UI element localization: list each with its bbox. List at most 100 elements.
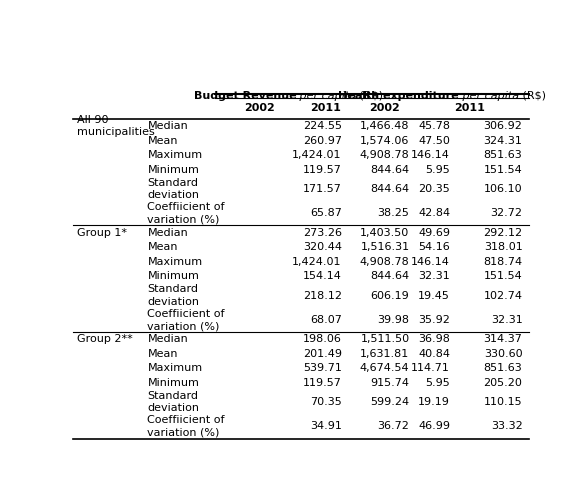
- Text: 171.57: 171.57: [303, 184, 342, 194]
- Text: 915.74: 915.74: [370, 378, 409, 388]
- Text: 46.99: 46.99: [418, 421, 450, 431]
- Text: 114.71: 114.71: [411, 363, 450, 373]
- Text: 102.74: 102.74: [483, 291, 522, 301]
- Text: Minimum: Minimum: [147, 271, 199, 281]
- Text: 273.26: 273.26: [303, 228, 342, 238]
- Text: 4,674.54: 4,674.54: [360, 363, 409, 373]
- Text: per capita: per capita: [459, 91, 519, 101]
- Text: 1,511.50: 1,511.50: [360, 334, 409, 344]
- Text: 36.98: 36.98: [418, 334, 450, 344]
- Text: 1,424.01: 1,424.01: [292, 150, 342, 160]
- Text: 818.74: 818.74: [483, 257, 522, 267]
- Text: 49.69: 49.69: [418, 228, 450, 238]
- Text: 1,466.48: 1,466.48: [360, 121, 409, 131]
- Text: 2011: 2011: [311, 103, 341, 113]
- Text: 32.31: 32.31: [491, 315, 522, 325]
- Text: 844.64: 844.64: [370, 271, 409, 281]
- Text: Median: Median: [147, 121, 188, 131]
- Text: 218.12: 218.12: [303, 291, 342, 301]
- Text: 205.20: 205.20: [483, 378, 522, 388]
- Text: Mean: Mean: [147, 136, 178, 146]
- Text: Coeffiicient of
variation (%): Coeffiicient of variation (%): [147, 415, 225, 437]
- Text: 292.12: 292.12: [483, 228, 522, 238]
- Text: Median: Median: [147, 334, 188, 344]
- Text: 844.64: 844.64: [370, 165, 409, 175]
- Text: 320.44: 320.44: [303, 242, 342, 252]
- Text: 318.01: 318.01: [484, 242, 522, 252]
- Text: 2002: 2002: [244, 103, 275, 113]
- Text: (R$): (R$): [519, 91, 546, 101]
- Text: Coeffiicient of
variation (%): Coeffiicient of variation (%): [147, 309, 225, 331]
- Text: 599.24: 599.24: [370, 397, 409, 407]
- Text: 851.63: 851.63: [484, 150, 522, 160]
- Text: 5.95: 5.95: [426, 378, 450, 388]
- Text: Maximum: Maximum: [147, 150, 202, 160]
- Text: 324.31: 324.31: [483, 136, 522, 146]
- Text: 851.63: 851.63: [484, 363, 522, 373]
- Text: 47.50: 47.50: [418, 136, 450, 146]
- Text: 201.49: 201.49: [303, 349, 342, 359]
- Text: 2002: 2002: [369, 103, 400, 113]
- Text: 65.87: 65.87: [310, 208, 342, 218]
- Text: 1,403.50: 1,403.50: [360, 228, 409, 238]
- Text: 70.35: 70.35: [310, 397, 342, 407]
- Text: 32.72: 32.72: [490, 208, 522, 218]
- Text: Median: Median: [147, 228, 188, 238]
- Text: 42.84: 42.84: [418, 208, 450, 218]
- Text: 45.78: 45.78: [418, 121, 450, 131]
- Text: Minimum: Minimum: [147, 165, 199, 175]
- Text: 198.06: 198.06: [303, 334, 342, 344]
- Text: 19.45: 19.45: [418, 291, 450, 301]
- Text: 34.91: 34.91: [310, 421, 342, 431]
- Text: 68.07: 68.07: [310, 315, 342, 325]
- Text: Standard
deviation: Standard deviation: [147, 178, 199, 200]
- Text: Maximum: Maximum: [147, 257, 202, 267]
- Text: 844.64: 844.64: [370, 184, 409, 194]
- Text: Group 1*: Group 1*: [78, 228, 128, 238]
- Text: 306.92: 306.92: [483, 121, 522, 131]
- Text: 260.97: 260.97: [303, 136, 342, 146]
- Text: 1,631.81: 1,631.81: [360, 349, 409, 359]
- Text: 38.25: 38.25: [378, 208, 409, 218]
- Text: Standard
deviation: Standard deviation: [147, 391, 199, 414]
- Text: 606.19: 606.19: [371, 291, 409, 301]
- Text: per capita: per capita: [296, 91, 356, 101]
- Text: Budget Revenue: Budget Revenue: [194, 91, 296, 101]
- Text: Coeffiicient of
variation (%): Coeffiicient of variation (%): [147, 202, 225, 225]
- Text: Health expenditure: Health expenditure: [338, 91, 459, 101]
- Text: 35.92: 35.92: [418, 315, 450, 325]
- Text: Maximum: Maximum: [147, 363, 202, 373]
- Text: 4,908.78: 4,908.78: [360, 150, 409, 160]
- Text: Standard
deviation: Standard deviation: [147, 284, 199, 307]
- Text: 33.32: 33.32: [491, 421, 522, 431]
- Text: 146.14: 146.14: [411, 257, 450, 267]
- Text: 36.72: 36.72: [378, 421, 409, 431]
- Text: 151.54: 151.54: [484, 165, 522, 175]
- Text: 330.60: 330.60: [484, 349, 522, 359]
- Text: 5.95: 5.95: [426, 165, 450, 175]
- Text: 224.55: 224.55: [303, 121, 342, 131]
- Text: Mean: Mean: [147, 349, 178, 359]
- Text: Group 2**: Group 2**: [78, 334, 133, 344]
- Text: 1,424.01: 1,424.01: [292, 257, 342, 267]
- Text: All 90
municipalities: All 90 municipalities: [78, 115, 155, 137]
- Text: 119.57: 119.57: [303, 378, 342, 388]
- Text: 32.31: 32.31: [419, 271, 450, 281]
- Text: 39.98: 39.98: [377, 315, 409, 325]
- Text: 1,574.06: 1,574.06: [360, 136, 409, 146]
- Text: 539.71: 539.71: [303, 363, 342, 373]
- Text: Mean: Mean: [147, 242, 178, 252]
- Text: (R$): (R$): [356, 91, 384, 101]
- Text: 154.14: 154.14: [303, 271, 342, 281]
- Text: 2011: 2011: [454, 103, 485, 113]
- Text: 119.57: 119.57: [303, 165, 342, 175]
- Text: 314.37: 314.37: [483, 334, 522, 344]
- Text: 110.15: 110.15: [484, 397, 522, 407]
- Text: 40.84: 40.84: [418, 349, 450, 359]
- Text: 106.10: 106.10: [484, 184, 522, 194]
- Text: 146.14: 146.14: [411, 150, 450, 160]
- Text: 19.19: 19.19: [418, 397, 450, 407]
- Text: 20.35: 20.35: [419, 184, 450, 194]
- Text: 1,516.31: 1,516.31: [360, 242, 409, 252]
- Text: 54.16: 54.16: [419, 242, 450, 252]
